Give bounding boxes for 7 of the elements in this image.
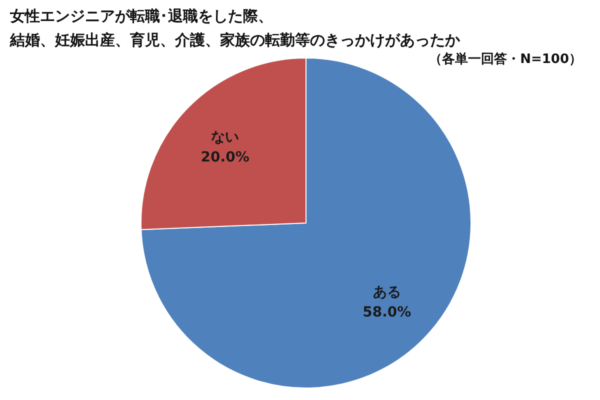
data-label: 58.0% [362, 304, 412, 321]
chart-title: 女性エンジニアが転職･退職をした際、 [10, 6, 274, 27]
text: （各単一回答・N=100） [429, 51, 582, 68]
data-label: 20.0% [200, 149, 250, 166]
slice-label: ない [211, 129, 240, 146]
slice-label: ある [372, 284, 401, 301]
chart-subtitle: 結婚、妊娠出産、育児、介護、家族の転勤等のきっかけがあったか [10, 30, 460, 51]
